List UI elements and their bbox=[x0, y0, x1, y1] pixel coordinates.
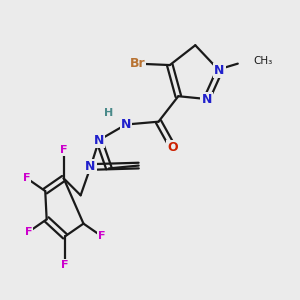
Text: CH₃: CH₃ bbox=[253, 56, 273, 66]
Text: F: F bbox=[61, 260, 69, 270]
Text: N: N bbox=[121, 118, 131, 131]
Text: F: F bbox=[25, 227, 32, 237]
Text: N: N bbox=[201, 92, 212, 106]
Text: Br: Br bbox=[129, 57, 145, 70]
Text: F: F bbox=[23, 173, 31, 183]
Text: F: F bbox=[98, 231, 106, 242]
Text: N: N bbox=[94, 134, 104, 147]
Text: N: N bbox=[85, 160, 96, 173]
Text: O: O bbox=[167, 141, 178, 154]
Text: N: N bbox=[214, 64, 225, 77]
Text: H: H bbox=[104, 108, 114, 118]
Text: F: F bbox=[60, 145, 68, 155]
